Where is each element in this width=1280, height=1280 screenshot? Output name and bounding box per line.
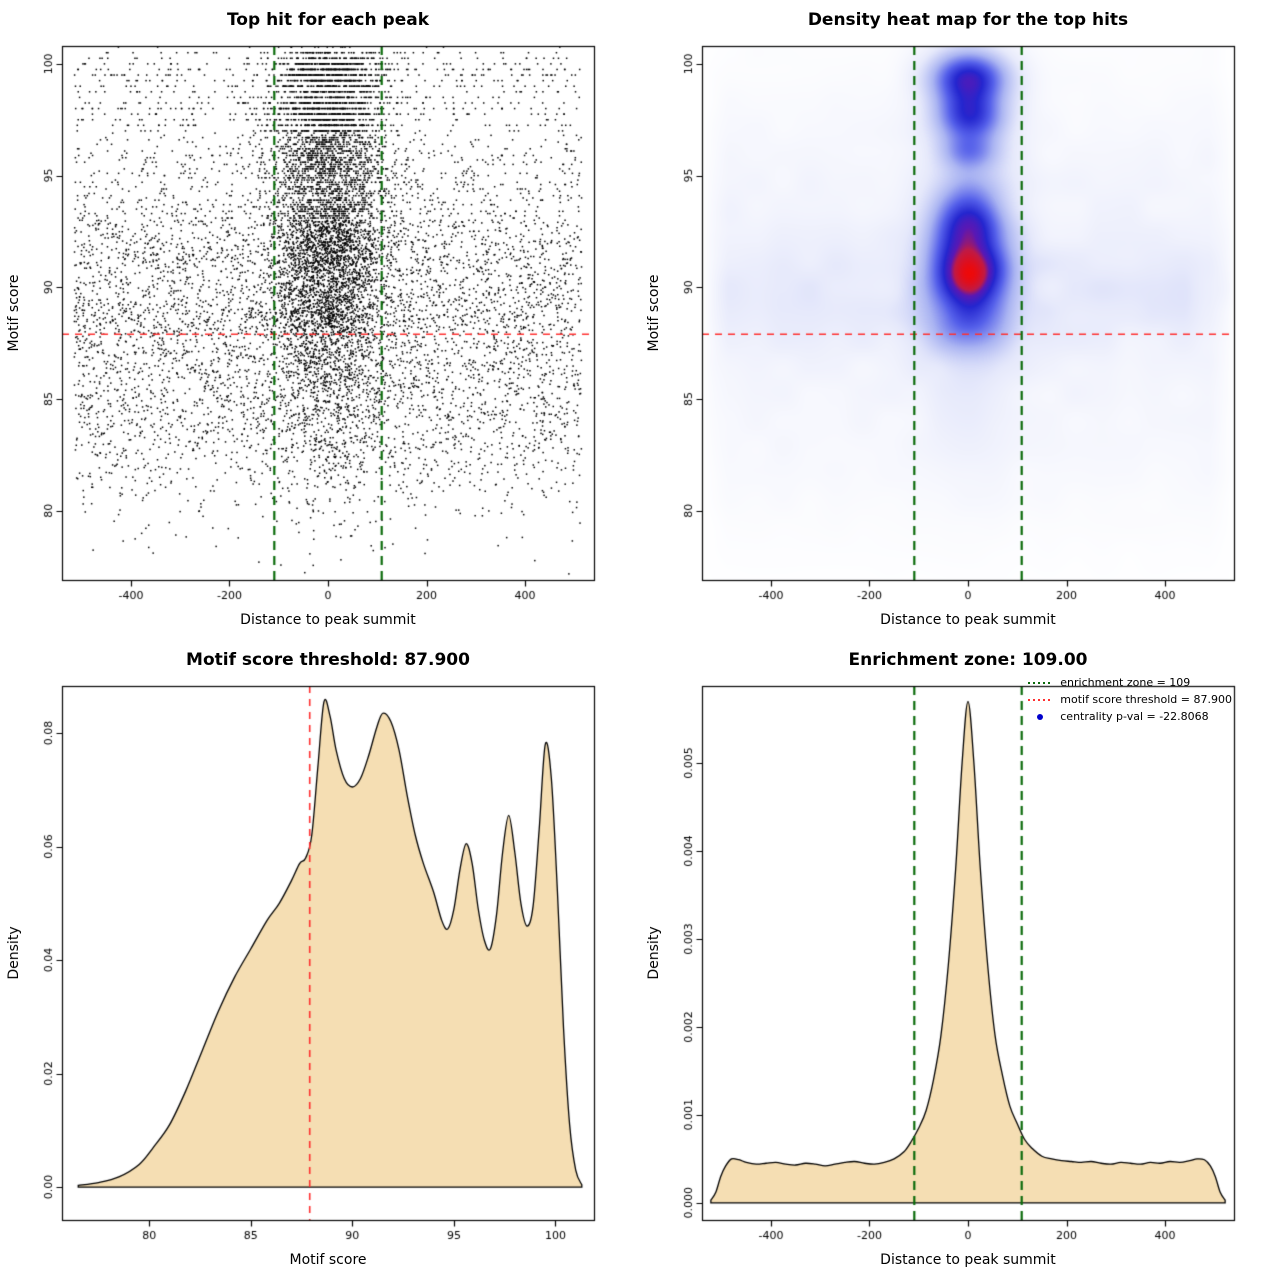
- legend: enrichment zone = 109 motif score thresh…: [1027, 674, 1232, 725]
- enrichment-zone-line-icon: [1028, 681, 1053, 684]
- panel-title: Top hit for each peak: [226, 10, 430, 30]
- legend-label: enrichment zone = 109: [1060, 676, 1191, 689]
- score-density-canvas: [0, 640, 640, 1280]
- distance-density-canvas: [640, 640, 1280, 1280]
- panel-motif-score-density: Motif score threshold: 87.900 Motif scor…: [0, 640, 640, 1280]
- legend-label: motif score threshold = 87.900: [1060, 693, 1232, 706]
- legend-item-score-threshold: motif score threshold = 87.900: [1027, 691, 1232, 708]
- y-axis-label: Density: [646, 926, 662, 980]
- panel-top-hit-scatter: Top hit for each peak Distance to peak s…: [0, 0, 640, 640]
- panel-distance-density: Enrichment zone: 109.00 Distance to peak…: [640, 640, 1280, 1280]
- legend-label: centrality p-val = -22.8068: [1060, 710, 1209, 723]
- panel-title: Density heat map for the top hits: [807, 10, 1129, 30]
- panel-density-heatmap: Density heat map for the top hits Distan…: [640, 0, 1280, 640]
- pvalue-dot-icon: [1037, 713, 1044, 720]
- score-threshold-line-icon: [1028, 698, 1053, 701]
- legend-item-enrichment-zone: enrichment zone = 109: [1027, 674, 1232, 691]
- scatter-plot-canvas: [0, 0, 640, 640]
- legend-item-centrality-pval: centrality p-val = -22.8068: [1027, 708, 1232, 725]
- y-axis-label: Density: [6, 926, 22, 980]
- x-axis-label: Motif score: [289, 1252, 367, 1268]
- x-axis-label: Distance to peak summit: [880, 612, 1056, 628]
- panel-title: Motif score threshold: 87.900: [186, 650, 470, 670]
- y-axis-label: Motif score: [6, 274, 22, 352]
- heatmap-canvas: [640, 0, 1280, 640]
- x-axis-label: Distance to peak summit: [880, 1252, 1056, 1268]
- x-axis-label: Distance to peak summit: [240, 612, 416, 628]
- y-axis-label: Motif score: [646, 274, 662, 352]
- panel-title: Enrichment zone: 109.00: [848, 650, 1088, 670]
